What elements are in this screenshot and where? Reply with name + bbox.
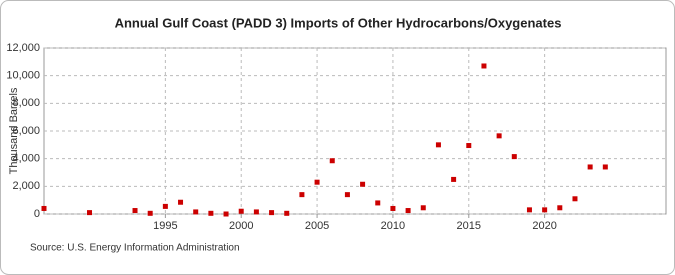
source-note: Source: U.S. Energy Information Administ…	[30, 243, 240, 254]
y-tick-label: 12,000	[6, 42, 40, 54]
point	[496, 133, 502, 139]
point	[344, 192, 350, 198]
y-axis-label: Thousand Barrels	[8, 87, 20, 174]
point	[269, 210, 275, 216]
point	[481, 63, 487, 69]
point	[466, 143, 472, 149]
point	[420, 205, 426, 211]
point	[602, 164, 608, 170]
y-tick-label: 8,000	[12, 97, 40, 109]
point	[162, 203, 168, 209]
point	[526, 207, 532, 213]
point	[208, 210, 214, 216]
y-tick-label: 6,000	[12, 125, 40, 137]
point	[193, 209, 199, 215]
point	[511, 154, 517, 160]
x-tick-label: 2005	[305, 220, 329, 232]
point	[390, 205, 396, 211]
x-tick-label: 2010	[381, 220, 405, 232]
point	[41, 205, 47, 211]
x-tick-label: 2015	[457, 220, 481, 232]
y-tick-label: 0	[34, 208, 40, 220]
x-tick-label: 2020	[532, 220, 556, 232]
point	[178, 199, 184, 205]
point	[284, 210, 290, 216]
y-tick-label: 2,000	[12, 180, 40, 192]
point	[360, 181, 366, 187]
point	[238, 208, 244, 214]
point	[572, 196, 578, 202]
y-tick-label: 4,000	[12, 153, 40, 165]
point	[223, 211, 229, 217]
x-tick-label: 1995	[153, 220, 177, 232]
point	[299, 192, 305, 198]
point	[253, 209, 259, 215]
point	[132, 208, 138, 214]
point	[435, 142, 441, 148]
point	[87, 210, 93, 216]
point	[329, 158, 335, 164]
point	[587, 164, 593, 170]
y-tick-label: 10,000	[6, 70, 40, 82]
point	[314, 179, 320, 185]
point	[147, 210, 153, 216]
point	[405, 208, 411, 214]
point	[375, 200, 381, 206]
point	[451, 176, 457, 182]
point	[542, 207, 548, 213]
x-tick-label: 2000	[229, 220, 253, 232]
chart-title: Annual Gulf Coast (PADD 3) Imports of Ot…	[115, 15, 562, 30]
point	[557, 205, 563, 211]
